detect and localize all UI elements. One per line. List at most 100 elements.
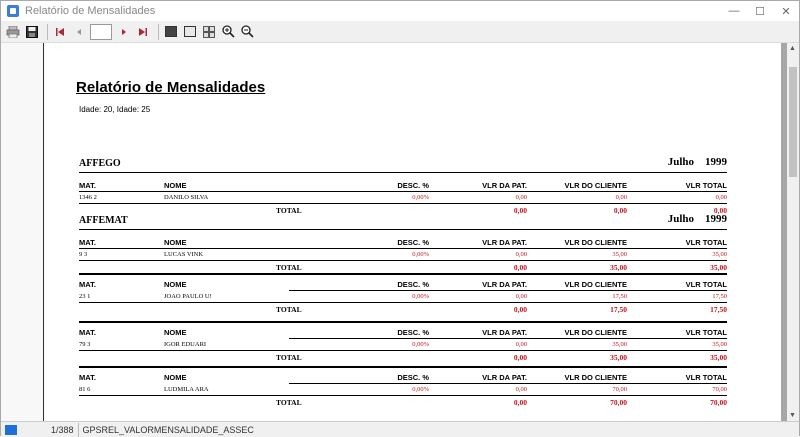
close-button[interactable]: ✕ bbox=[781, 5, 791, 18]
total-pat: 0,00 bbox=[513, 398, 527, 407]
cell-pat: 0,00 bbox=[515, 251, 527, 258]
report-page: Relatório de Mensalidades Idade: 20, Ida… bbox=[45, 43, 781, 421]
column-header-cliente: VLR DO CLIENTE bbox=[564, 280, 627, 289]
cell-mat: 23 1 bbox=[79, 293, 91, 300]
column-header-pat: VLR DA PAT. bbox=[482, 373, 527, 382]
cell-cliente: 0,00 bbox=[615, 194, 627, 201]
row-rule bbox=[79, 395, 727, 396]
group-month: Julho bbox=[667, 156, 694, 168]
column-header-cliente: VLR DO CLIENTE bbox=[564, 181, 627, 190]
cell-pat: 0,00 bbox=[515, 341, 527, 348]
total-pat: 0,00 bbox=[513, 263, 527, 272]
total-label: TOTAL bbox=[276, 206, 302, 215]
scroll-down-icon[interactable]: ▼ bbox=[789, 412, 796, 419]
header-rule bbox=[289, 338, 727, 339]
cell-total: 17,50 bbox=[712, 293, 727, 300]
cell-cliente: 35,00 bbox=[612, 341, 627, 348]
group-name: AFFEMAT bbox=[79, 215, 128, 226]
cell-desc: 0,00% bbox=[412, 341, 429, 348]
app-icon bbox=[7, 5, 19, 17]
total-label: TOTAL bbox=[276, 353, 302, 362]
row-rule bbox=[79, 260, 727, 261]
column-header-pat: VLR DA PAT. bbox=[482, 181, 527, 190]
column-header-desc: DESC. % bbox=[397, 181, 429, 190]
save-icon[interactable] bbox=[24, 24, 40, 40]
total-total: 17,50 bbox=[710, 305, 727, 314]
next-page-icon[interactable] bbox=[116, 24, 132, 40]
column-header-total: VLR TOTAL bbox=[685, 238, 727, 247]
window-controls: — ☐ ✕ bbox=[721, 1, 799, 21]
total-cliente: 35,00 bbox=[610, 263, 627, 272]
report-viewer[interactable]: Relatório de Mensalidades Idade: 20, Ida… bbox=[1, 43, 787, 421]
group-name: AFFEGO bbox=[79, 158, 121, 169]
first-page-icon[interactable] bbox=[52, 24, 68, 40]
toolbar bbox=[1, 21, 799, 43]
column-header-cliente: VLR DO CLIENTE bbox=[564, 328, 627, 337]
left-margin bbox=[1, 43, 45, 421]
column-header-mat: MAT. bbox=[79, 181, 96, 190]
status-report-id: GPSREL_VALORMENSALIDADE_ASSEC bbox=[82, 424, 254, 435]
prev-page-icon[interactable] bbox=[71, 24, 87, 40]
maximize-button[interactable]: ☐ bbox=[755, 5, 765, 18]
column-header-nome: NOME bbox=[164, 373, 187, 382]
column-header-mat: MAT. bbox=[79, 328, 96, 337]
multi-page-icon[interactable] bbox=[201, 24, 217, 40]
group-month: Julho bbox=[667, 213, 694, 225]
group-year: 1999 bbox=[705, 156, 727, 168]
total-total: 0,00 bbox=[713, 206, 727, 215]
row-rule bbox=[79, 302, 727, 303]
column-header-mat: MAT. bbox=[79, 238, 96, 247]
cell-mat: 1346 2 bbox=[79, 194, 97, 201]
title-bar: Relatório de Mensalidades — ☐ ✕ bbox=[1, 1, 799, 21]
column-header-nome: NOME bbox=[164, 328, 187, 337]
header-rule bbox=[79, 191, 727, 192]
page-width-icon[interactable] bbox=[163, 24, 179, 40]
zoom-out-icon[interactable] bbox=[239, 24, 255, 40]
row-rule bbox=[79, 350, 727, 351]
header-rule bbox=[79, 248, 727, 249]
page-number-input[interactable] bbox=[90, 23, 112, 40]
total-cliente: 0,00 bbox=[613, 206, 627, 215]
cell-nome: LUDMILA ARA bbox=[164, 386, 209, 393]
scroll-thumb[interactable] bbox=[789, 67, 797, 177]
cell-total: 35,00 bbox=[712, 251, 727, 258]
status-page-count: 1/388 bbox=[51, 424, 74, 435]
cell-pat: 0,00 bbox=[515, 386, 527, 393]
cell-pat: 0,00 bbox=[515, 293, 527, 300]
group-rule bbox=[79, 321, 727, 323]
vertical-scrollbar[interactable]: ▲ ▼ bbox=[787, 43, 799, 421]
group-rule bbox=[79, 229, 727, 230]
cell-total: 35,00 bbox=[712, 341, 727, 348]
cell-nome: LUCAS VINK bbox=[164, 251, 204, 258]
total-total: 35,00 bbox=[710, 263, 727, 272]
total-cliente: 70,00 bbox=[610, 398, 627, 407]
cell-pat: 0,00 bbox=[515, 194, 527, 201]
total-label: TOTAL bbox=[276, 305, 302, 314]
column-header-desc: DESC. % bbox=[397, 373, 429, 382]
cell-nome: IGOR EDUARI bbox=[164, 341, 207, 348]
zoom-in-icon[interactable] bbox=[220, 24, 236, 40]
minimize-button[interactable]: — bbox=[728, 5, 740, 17]
column-header-pat: VLR DA PAT. bbox=[482, 328, 527, 337]
scroll-up-icon[interactable]: ▲ bbox=[789, 45, 796, 52]
header-rule bbox=[289, 383, 727, 384]
cell-desc: 0,00% bbox=[412, 194, 429, 201]
header-rule bbox=[289, 290, 727, 291]
total-label: TOTAL bbox=[276, 398, 302, 407]
column-header-total: VLR TOTAL bbox=[685, 181, 727, 190]
column-header-total: VLR TOTAL bbox=[685, 373, 727, 382]
total-total: 35,00 bbox=[710, 353, 727, 362]
last-page-icon[interactable] bbox=[135, 24, 151, 40]
print-icon[interactable] bbox=[5, 24, 21, 40]
toolbar-separator bbox=[158, 23, 159, 40]
whole-page-icon[interactable] bbox=[182, 24, 198, 40]
column-header-mat: MAT. bbox=[79, 373, 96, 382]
status-indicator bbox=[5, 424, 17, 435]
row-rule bbox=[79, 203, 727, 204]
cell-cliente: 17,50 bbox=[612, 293, 627, 300]
group-period: Julho 1999 bbox=[668, 213, 727, 225]
cell-nome: DANILO SILVA bbox=[164, 194, 209, 201]
cell-cliente: 35,00 bbox=[612, 251, 627, 258]
report-title: Relatório de Mensalidades bbox=[76, 79, 266, 96]
